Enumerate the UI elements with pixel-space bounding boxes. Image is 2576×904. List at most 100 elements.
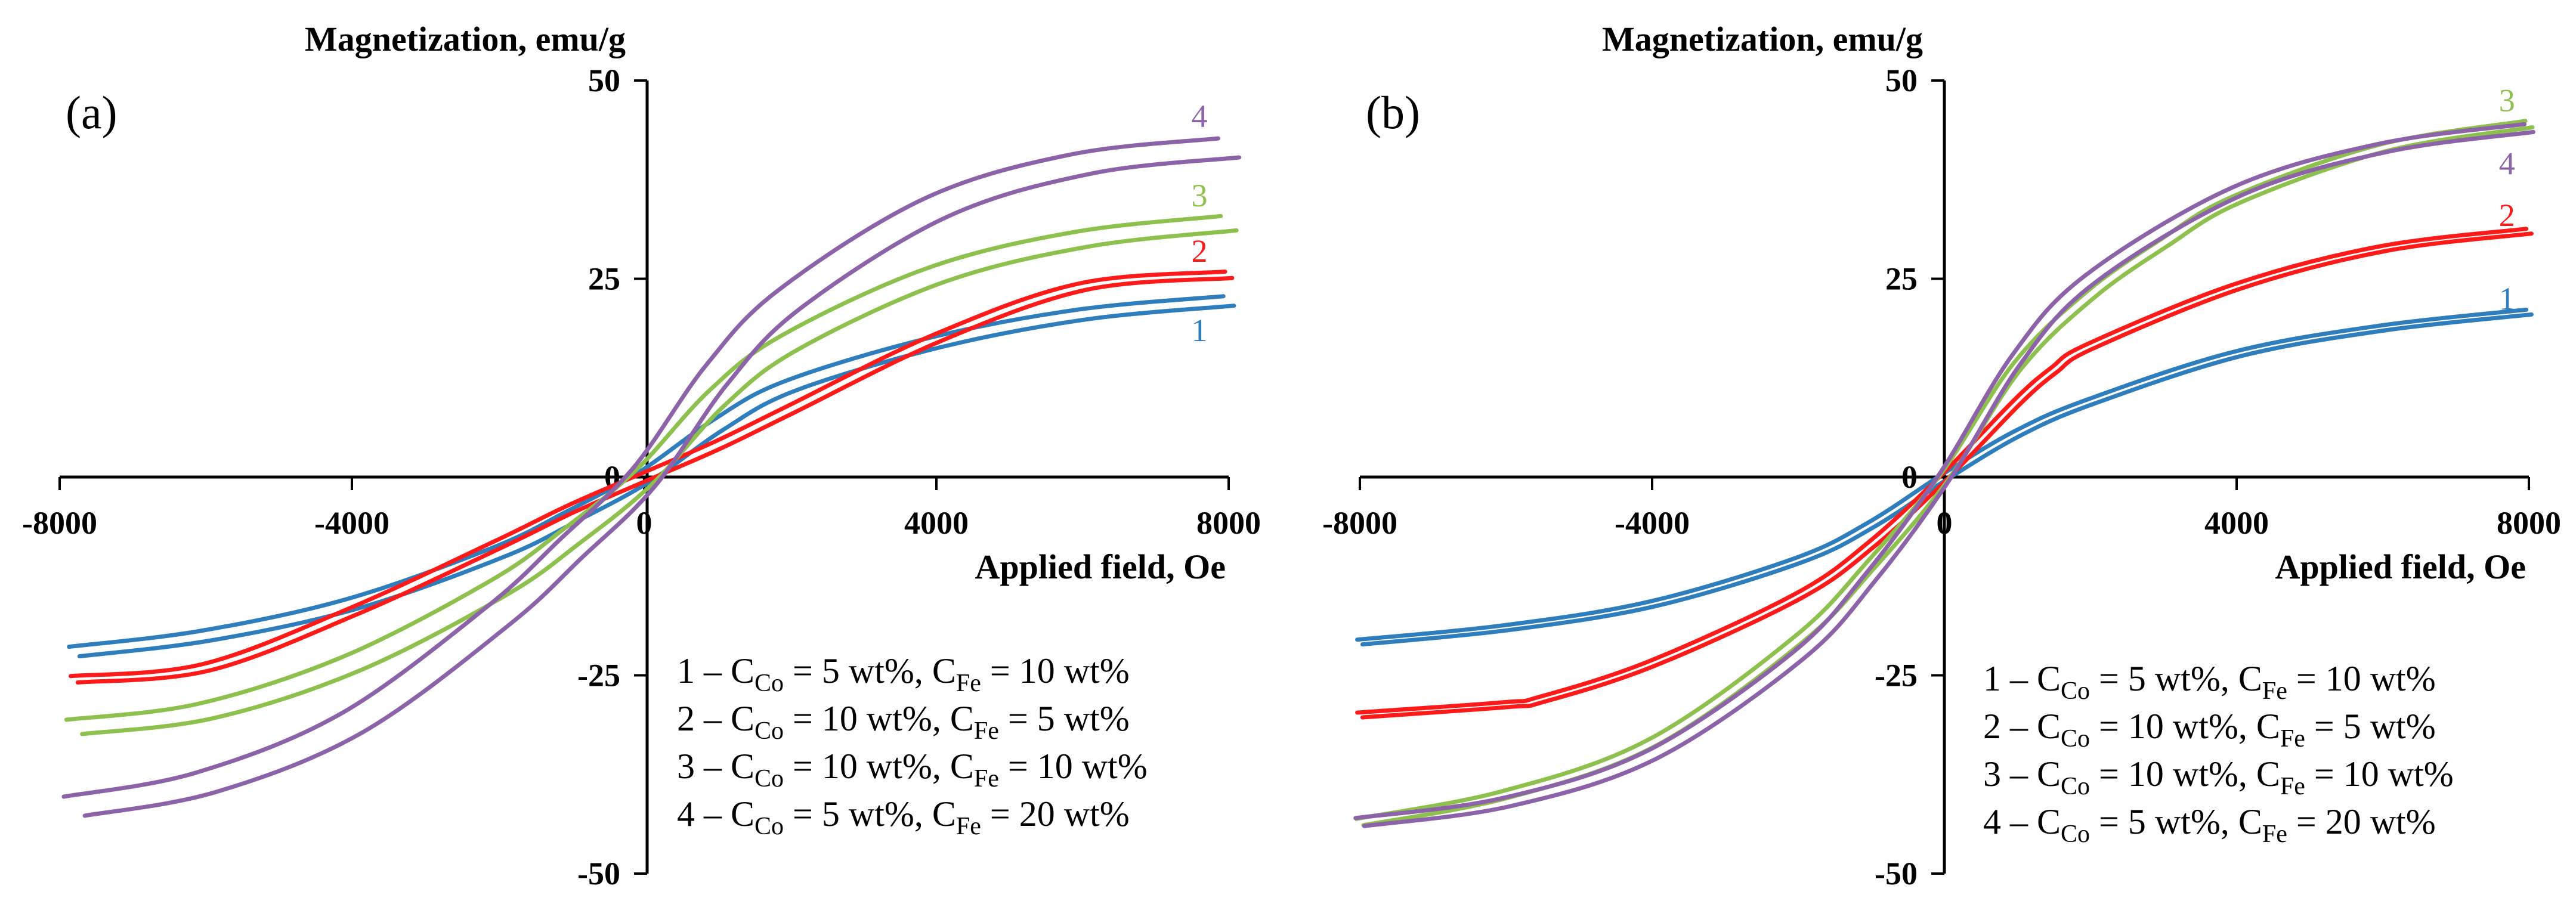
panel-label: (b) [1366,86,1420,138]
series-4-descending-branch [1353,122,2527,821]
legend-fe-subscript: Fe [974,765,999,792]
legend-co-subscript: Co [2061,821,2090,848]
legend-number: 4 – C [677,794,754,834]
legend-co-value: = 5 wt%, C [784,651,956,691]
legend-fe-value: = 20 wt% [981,794,1130,834]
y-tick-label: 0 [1901,459,1918,495]
legend-number: 3 – C [677,747,754,786]
curve-label-4: 4 [1192,98,1208,134]
x-tick-label: 8000 [2497,505,2561,541]
x-tick-label: -4000 [1615,505,1690,541]
legend-entry-3: 3 – CCo = 10 wt%, CFe = 10 wt% [1983,754,2454,800]
chart-panel-b: -8000 -4000 0 4000 8000 -50 -25 0 25 50 Magnetizat… [1322,20,2561,891]
legend-co-value: = 10 wt%, C [784,699,974,738]
legend-entry-4: 4 – CCo = 5 wt%, CFe = 20 wt% [1983,802,2436,848]
legend-number: 2 – C [1983,707,2061,746]
x-tick-label: 8000 [1196,505,1261,541]
legend-number: 4 – C [1983,802,2061,841]
curve-label-2: 2 [1192,233,1208,269]
legend-number: 3 – C [1983,754,2061,794]
legend-number: 1 – C [677,651,754,691]
y-tick-label: -25 [577,658,620,694]
legend-fe-subscript: Fe [956,813,981,840]
legend-fe-value: = 5 wt% [2305,707,2436,746]
y-tick-label: -50 [577,856,620,891]
x-axis-label: Applied field, Oe [975,547,1226,586]
y-tick-label: 50 [588,63,620,98]
legend-fe-subscript: Fe [2262,677,2287,705]
legend-fe-subscript: Fe [974,717,999,745]
series-1-loop [67,294,1236,659]
curve-label-1: 1 [2499,281,2515,317]
curve-label-3: 3 [2499,82,2515,118]
legend-co-value: = 10 wt%, C [784,747,974,786]
legend-fe-value: = 5 wt% [999,699,1130,738]
legend-fe-subscript: Fe [2262,821,2287,848]
y-axis-label: Magnetization, emu/g [1602,20,1923,58]
legend-co-value: = 10 wt%, C [2090,707,2280,746]
curve-label-4: 4 [2499,146,2515,182]
y-tick-label: -25 [1875,658,1918,694]
legend-co-value: = 5 wt%, C [784,794,956,834]
legend-fe-value: = 10 wt% [999,747,1148,786]
legend-co-subscript: Co [754,717,784,745]
legend-entry-2: 2 – CCo = 10 wt%, CFe = 5 wt% [1983,707,2436,753]
legend-fe-value: = 10 wt% [981,651,1130,691]
legend-entry-1: 1 – CCo = 5 wt%, CFe = 10 wt% [1983,659,2436,705]
legend-co-subscript: Co [754,765,784,792]
legend: 1 – CCo = 5 wt%, CFe = 10 wt%2 – CCo = 1… [677,651,1148,840]
series-2-loop [69,270,1235,685]
legend-co-value: = 10 wt%, C [2090,754,2280,794]
legend-entry-1: 1 – CCo = 5 wt%, CFe = 10 wt% [677,651,1130,697]
x-tick-label: 4000 [2204,505,2269,541]
series-1-descending-branch [67,294,1226,649]
legend-co-subscript: Co [2061,725,2090,753]
legend-number: 2 – C [677,699,754,738]
panel-label: (a) [66,86,117,138]
legend-co-subscript: Co [754,670,784,697]
series-3-ascending-branch [80,228,1239,736]
curve-label-2: 2 [2499,197,2515,233]
series-4-loop [61,136,1242,818]
legend-co-subscript: Co [2061,773,2090,800]
x-tick-label: 0 [1937,505,1953,541]
x-tick-label: -4000 [314,505,389,541]
series-3-descending-branch [1354,119,2528,821]
legend-fe-subscript: Fe [2280,773,2305,800]
series-3-loop [64,213,1239,736]
legend-co-subscript: Co [754,813,784,840]
series-4-ascending-branch [82,155,1242,818]
legend-fe-subscript: Fe [956,670,981,697]
series-4-ascending-branch [1362,129,2535,828]
legend: 1 – CCo = 5 wt%, CFe = 10 wt%2 – CCo = 1… [1983,659,2454,848]
curve-label-3: 3 [1192,178,1208,213]
y-tick-label: 25 [588,261,620,297]
legend-co-value: = 5 wt%, C [2090,659,2262,698]
y-tick-label: 25 [1885,261,1918,297]
series-2-descending-branch [69,270,1227,679]
series-1-ascending-branch [77,304,1236,659]
series-4-loop [1353,122,2535,828]
curve-label-1: 1 [1192,312,1208,348]
legend-entry-4: 4 – CCo = 5 wt%, CFe = 20 wt% [677,794,1130,840]
legend-co-value: = 5 wt%, C [2090,802,2262,841]
legend-entry-3: 3 – CCo = 10 wt%, CFe = 10 wt% [677,747,1148,792]
y-tick-label: 50 [1885,63,1918,98]
y-axis-label: Magnetization, emu/g [305,20,626,58]
legend-fe-value: = 20 wt% [2287,802,2436,841]
legend-fe-subscript: Fe [2280,725,2305,753]
legend-co-subscript: Co [2061,677,2090,705]
x-tick-label: 0 [636,505,652,541]
x-tick-label: -8000 [22,505,97,541]
x-tick-label: -8000 [1322,505,1397,541]
x-axis-label: Applied field, Oe [2275,547,2526,586]
legend-fe-value: = 10 wt% [2305,754,2454,794]
legend-fe-value: = 10 wt% [2287,659,2436,698]
y-tick-label: -50 [1875,856,1918,891]
series-4-descending-branch [61,136,1220,799]
series-3-descending-branch [64,213,1223,722]
legend-number: 1 – C [1983,659,2061,698]
legend-entry-2: 2 – CCo = 10 wt%, CFe = 5 wt% [677,699,1130,745]
